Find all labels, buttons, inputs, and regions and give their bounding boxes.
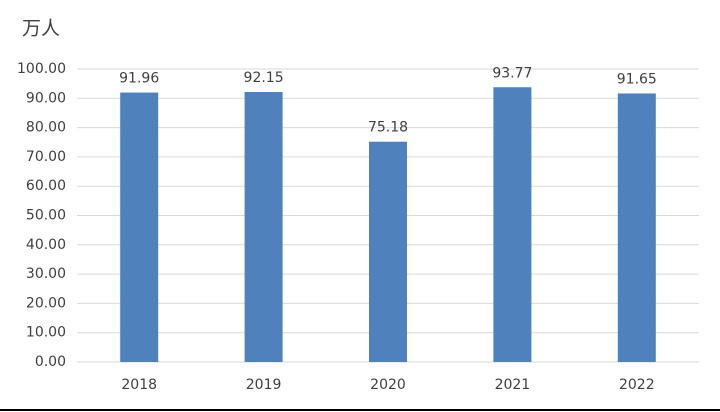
x-tick-label: 2022 [619,377,655,393]
y-tick-label: 10.00 [26,325,66,341]
x-tick-label: 2021 [495,377,531,393]
x-tick-label: 2018 [121,377,157,393]
x-tick-label: 2020 [370,377,406,393]
x-tick-label: 2019 [246,377,282,393]
y-tick-label: 50.00 [26,208,66,224]
y-tick-label: 20.00 [26,295,66,311]
value-label: 91.65 [617,71,657,87]
value-label: 91.96 [119,71,159,87]
bar [493,87,532,362]
value-label: 93.77 [492,65,532,81]
y-tick-label: 100.00 [17,61,66,77]
y-tick-label: 70.00 [26,149,66,165]
y-tick-label: 60.00 [26,178,66,194]
value-label: 92.15 [244,70,284,86]
value-label: 75.18 [368,120,408,136]
bar [120,92,159,363]
y-axis-unit: 万人 [22,18,60,40]
y-tick-label: 30.00 [26,266,66,282]
y-tick-label: 0.00 [35,354,66,370]
y-tick-label: 40.00 [26,237,66,253]
bar [244,92,283,363]
y-tick-label: 80.00 [26,120,66,136]
y-tick-label: 90.00 [26,90,66,106]
bar [617,93,656,362]
bar [369,141,407,362]
